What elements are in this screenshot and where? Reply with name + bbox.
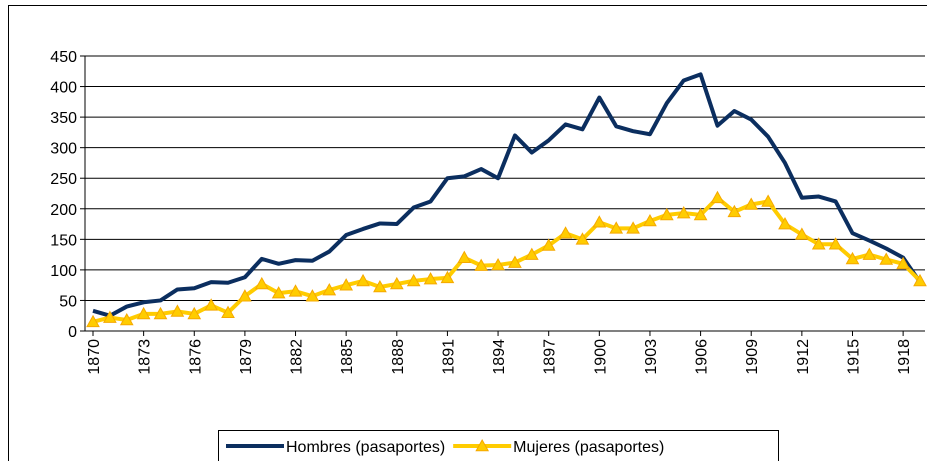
x-tick-label: 1876 [187, 339, 204, 375]
x-tick-label: 1885 [339, 339, 356, 375]
x-tick-label: 1882 [289, 339, 306, 375]
y-tick-label: 0 [68, 324, 77, 341]
y-tick-label: 300 [50, 141, 77, 158]
y-tick-label: 250 [50, 171, 77, 188]
x-tick-label: 1891 [440, 339, 457, 375]
x-tick-label: 1918 [896, 339, 913, 375]
y-tick-label: 350 [50, 110, 77, 127]
x-tick-label: 1873 [137, 339, 154, 375]
y-tick-label: 100 [50, 263, 77, 280]
x-tick-label: 1894 [491, 339, 508, 375]
x-tick-label: 1909 [744, 339, 761, 375]
legend-label: Hombres (pasaportes) [286, 439, 445, 456]
chart-border [9, 6, 927, 462]
x-tick-label: 1870 [86, 339, 103, 375]
y-tick-label: 50 [59, 293, 77, 310]
x-tick-label: 1915 [845, 339, 862, 375]
x-tick-label: 1879 [238, 339, 255, 375]
x-tick-label: 1897 [542, 339, 559, 375]
x-tick-label: 1906 [694, 339, 711, 375]
y-tick-label: 450 [50, 49, 77, 66]
y-tick-label: 150 [50, 232, 77, 249]
x-tick-label: 1903 [643, 339, 660, 375]
y-tick-label: 200 [50, 202, 77, 219]
y-tick-label: 400 [50, 80, 77, 97]
x-tick-label: 1900 [592, 339, 609, 375]
x-tick-label: 1912 [795, 339, 812, 375]
x-tick-label: 1888 [390, 339, 407, 375]
legend: Hombres (pasaportes) Mujeres (pasaportes) [219, 431, 779, 462]
legend-label: Mujeres (pasaportes) [513, 439, 664, 456]
